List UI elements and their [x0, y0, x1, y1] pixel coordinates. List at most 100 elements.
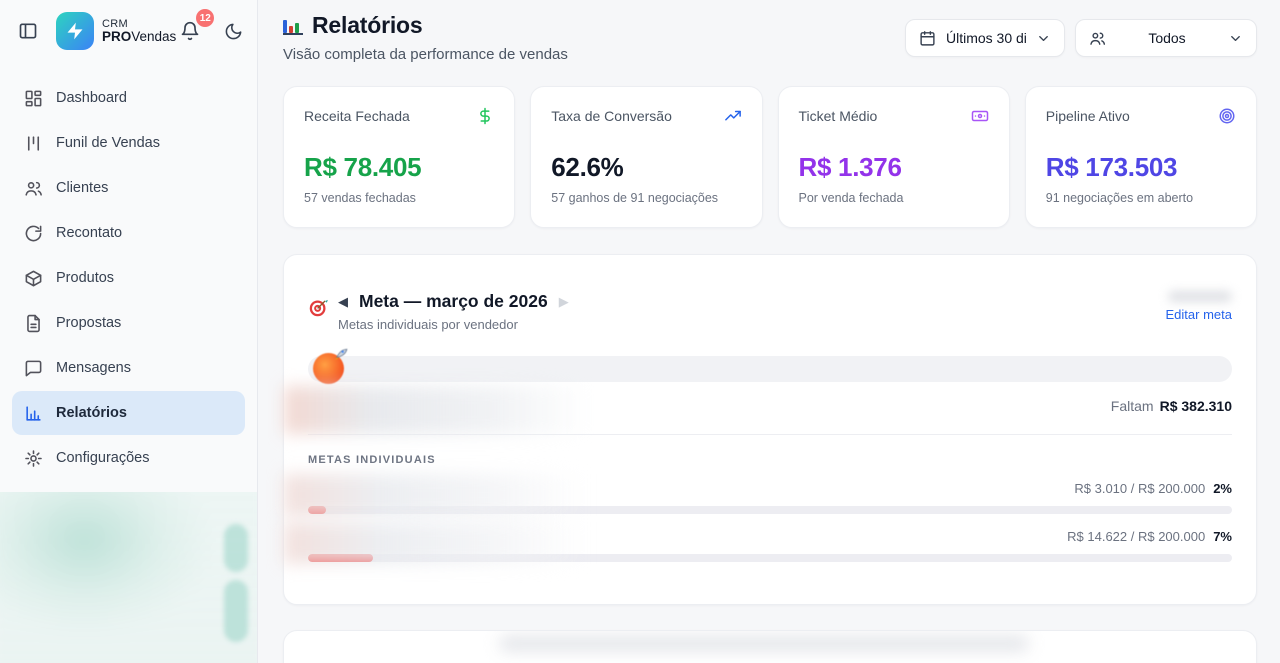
kpi-subtitle: Por venda fechada — [798, 191, 904, 205]
sidebar-item-label: Propostas — [56, 315, 122, 331]
page-title: Relatórios — [312, 12, 423, 38]
banknote-icon — [971, 107, 989, 125]
sidebar-nav: Dashboard Funil de Vendas Clientes Recon… — [0, 60, 257, 480]
users-icon — [24, 179, 43, 198]
sidebar-item-clientes[interactable]: Clientes — [12, 166, 245, 210]
sidebar-item-label: Recontato — [56, 225, 123, 241]
dollar-sign-icon — [476, 107, 494, 125]
redacted-text — [1168, 291, 1232, 302]
individual-goal-row: R$ 14.622 / R$ 200.000 7% — [284, 522, 1232, 564]
kpi-card-receita-fechada: Receita Fechada R$ 78.405 57 vendas fech… — [283, 86, 516, 228]
kpi-card-pipeline-ativo: Pipeline Ativo R$ 173.503 91 negociações… — [1024, 86, 1257, 228]
kpi-value: R$ 173.503 — [1045, 152, 1178, 182]
next-section-card-partial — [283, 630, 1257, 663]
kpi-subtitle: 91 negociações em aberto — [1045, 191, 1194, 205]
app-logo — [56, 12, 94, 50]
dart-target-emoji-icon — [308, 297, 329, 332]
sidebar-item-configuracoes[interactable]: Configurações — [12, 436, 245, 480]
notification-count-badge: 12 — [196, 9, 215, 27]
redacted-pill — [224, 524, 248, 572]
package-icon — [24, 269, 43, 288]
seller-filter-dropdown[interactable]: Todos — [1075, 19, 1257, 57]
brand-line2: PROVendas — [102, 28, 177, 44]
brand-line1: CRM — [102, 17, 128, 30]
sidebar-item-recontato[interactable]: Recontato — [12, 211, 245, 255]
next-month-button[interactable]: ▶ — [558, 294, 569, 309]
bell-icon — [180, 21, 200, 41]
header-filters: Últimos 30 dias Todos — [905, 12, 1257, 57]
trending-up-icon — [724, 107, 742, 125]
seller-filter-value: Todos — [1148, 30, 1186, 46]
sidebar-item-mensagens[interactable]: Mensagens — [12, 346, 245, 390]
team-goal-progress-track — [308, 348, 1232, 384]
monthly-goal-card: ◀ Meta — março de 2026 ▶ Metas individua… — [283, 254, 1257, 605]
kpi-title: Taxa de Conversão — [551, 108, 672, 124]
goal-period-title: Meta — março de 2026 — [359, 291, 548, 311]
target-icon — [1218, 107, 1236, 125]
kpi-value: R$ 78.405 — [304, 152, 422, 182]
lightning-bolt-icon — [65, 21, 85, 41]
sidebar-item-label: Clientes — [56, 180, 109, 196]
page-header: Relatórios Visão completa da performance… — [283, 0, 1257, 63]
sidebar-item-label: Produtos — [56, 270, 115, 286]
kpi-subtitle: 57 ganhos de 91 negociações — [551, 191, 719, 205]
moon-icon — [224, 22, 243, 41]
chevron-down-icon — [1036, 31, 1051, 46]
sidebar-item-dashboard[interactable]: Dashboard — [12, 76, 245, 120]
goal-card-header: ◀ Meta — março de 2026 ▶ Metas individua… — [308, 291, 1232, 332]
message-square-icon — [24, 359, 43, 378]
redacted-seller-name — [284, 474, 586, 516]
kpi-title: Receita Fechada — [304, 108, 410, 124]
kpi-title: Ticket Médio — [798, 108, 878, 124]
users-icon — [1089, 30, 1106, 47]
goal-progress-amounts: R$ 14.622 / R$ 200.000 — [1067, 529, 1206, 544]
goal-progress-percent: 7% — [1213, 529, 1232, 544]
previous-month-button[interactable]: ◀ — [338, 294, 348, 309]
goal-progress-percent: 2% — [1213, 481, 1232, 496]
redacted-user-card — [0, 492, 257, 663]
main-content: Relatórios Visão completa da performance… — [258, 0, 1280, 663]
kpi-title: Pipeline Ativo — [1045, 108, 1130, 124]
sidebar-header: CRM PROVendas 12 — [0, 0, 257, 60]
sidebar-item-label: Mensagens — [56, 360, 131, 376]
notifications-button[interactable] — [176, 17, 204, 45]
goal-card-subtitle: Metas individuais por vendedor — [338, 317, 518, 332]
kpi-cards-row: Receita Fechada R$ 78.405 57 vendas fech… — [283, 86, 1257, 228]
period-filter-dropdown[interactable]: Últimos 30 dias — [905, 19, 1065, 57]
refresh-icon — [24, 224, 43, 243]
layout-dashboard-icon — [24, 89, 43, 108]
kpi-subtitle: 57 vendas fechadas — [304, 191, 416, 205]
goal-progress-amounts: R$ 3.010 / R$ 200.000 — [1074, 481, 1206, 496]
sidebar-toggle-button[interactable] — [14, 17, 42, 45]
sidebar: CRM PROVendas 12 — [0, 0, 258, 663]
redacted-text — [499, 636, 1029, 651]
individual-goals-heading: METAS INDIVIDUAIS — [308, 454, 436, 466]
kpi-card-ticket-medio: Ticket Médio R$ 1.376 Por venda fechada — [777, 86, 1010, 228]
individual-goal-row: R$ 3.010 / R$ 200.000 2% — [284, 474, 1232, 516]
period-filter-value: Últimos 30 dias — [946, 30, 1026, 46]
gear-icon — [24, 449, 43, 468]
kpi-value: R$ 1.376 — [798, 152, 902, 182]
sidebar-item-label: Funil de Vendas — [56, 135, 160, 151]
sidebar-item-label: Configurações — [56, 450, 150, 466]
panel-left-icon — [18, 21, 38, 41]
sidebar-item-produtos[interactable]: Produtos — [12, 256, 245, 300]
title-block: Relatórios Visão completa da performance… — [283, 12, 568, 63]
rocket-progress-marker — [313, 348, 348, 384]
sidebar-footer-redacted — [0, 492, 257, 663]
remaining-value: R$ 382.310 — [1159, 398, 1232, 414]
sidebar-item-propostas[interactable]: Propostas — [12, 301, 245, 345]
sidebar-item-funil-de-vendas[interactable]: Funil de Vendas — [12, 121, 245, 165]
chevron-down-icon — [1228, 31, 1243, 46]
page-subtitle: Visão completa da performance de vendas — [283, 46, 568, 63]
redacted-progress-details — [284, 386, 589, 434]
sidebar-item-relatorios[interactable]: Relatórios — [12, 391, 245, 435]
dark-mode-toggle[interactable] — [220, 18, 247, 45]
edit-goal-link[interactable]: Editar meta — [1165, 307, 1232, 322]
bar-chart-icon — [24, 404, 43, 423]
bar-chart-emoji-icon — [283, 17, 303, 35]
file-text-icon — [24, 314, 43, 333]
sidebar-item-label: Dashboard — [56, 90, 127, 106]
kpi-value: 62.6% — [551, 152, 624, 182]
